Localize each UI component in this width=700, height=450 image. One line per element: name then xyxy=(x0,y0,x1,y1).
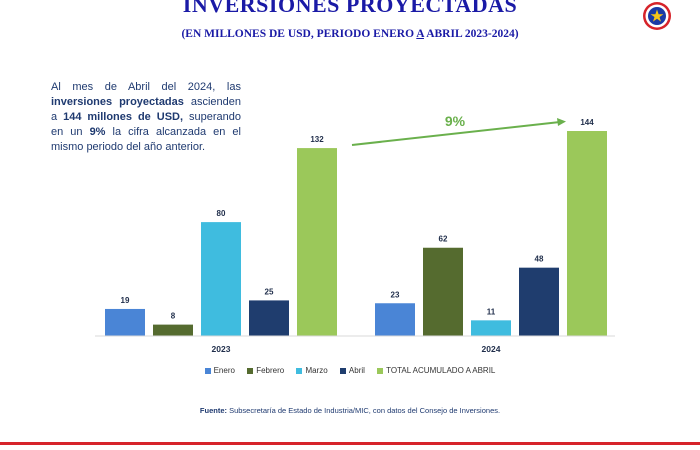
subtitle-text-underlined: A xyxy=(416,28,424,40)
bar-2023-febrero xyxy=(153,324,193,336)
bar-2024-marzo xyxy=(471,320,511,336)
legend-item-total: TOTAL ACUMULADO A ABRIL xyxy=(377,366,495,375)
legend-item-febrero: Febrero xyxy=(247,366,284,375)
footer-bar xyxy=(0,442,700,445)
bars-layer xyxy=(105,131,607,336)
legend-item-abril: Abril xyxy=(339,366,365,375)
source-text: Subsecretaría de Estado de Industria/MIC… xyxy=(227,406,501,415)
bar-2024-febrero xyxy=(423,247,463,336)
legend-swatch-total xyxy=(377,367,384,374)
x-tick-label-2024: 2024 xyxy=(482,344,501,354)
legend-swatch-marzo xyxy=(296,367,303,374)
bar-2023-enero xyxy=(105,308,145,336)
legend-swatch-abril xyxy=(339,367,346,374)
bar-2024-enero xyxy=(375,303,415,336)
bar-2023-abril xyxy=(249,300,289,336)
summary-text: Al mes de Abril del 2024, las inversione… xyxy=(51,81,241,153)
value-label-2024-febrero: 62 xyxy=(439,235,448,244)
x-tick-label-2023: 2023 xyxy=(212,344,231,354)
value-labels-layer: 19 8 80 25 132 23 62 11 48 144 xyxy=(121,118,595,321)
legend-swatch-enero xyxy=(204,367,211,374)
bar-2023-marzo xyxy=(201,222,241,336)
source-label: Fuente: xyxy=(199,406,227,415)
chart-legend: Enero Febrero Marzo Abril TOTAL ACUMULAD… xyxy=(0,366,700,375)
bar-2023-total xyxy=(297,148,337,336)
legend-item-enero: Enero xyxy=(204,366,235,375)
value-label-2024-total: 144 xyxy=(580,118,594,127)
national-seal-icon xyxy=(643,2,671,30)
legend-swatch-febrero xyxy=(247,367,254,374)
value-label-2023-febrero: 8 xyxy=(171,312,176,321)
value-label-2023-marzo: 80 xyxy=(217,209,226,218)
growth-arrow xyxy=(351,118,566,146)
value-label-2023-total: 132 xyxy=(310,135,324,144)
subtitle-text-start: (EN MILLONES DE USD, PERIODO ENERO xyxy=(181,28,417,40)
value-label-2023-abril: 25 xyxy=(265,287,274,296)
bar-2024-abril xyxy=(519,267,559,336)
page-title: INVERSIONES PROYECTADAS xyxy=(182,0,518,17)
subtitle-text-end: ABRIL 2023-2024) xyxy=(423,28,519,40)
legend-item-marzo: Marzo xyxy=(296,366,328,375)
x-tick-labels-layer: 2023 2024 xyxy=(212,344,501,354)
value-label-2023-enero: 19 xyxy=(121,296,130,305)
source-note: Fuente: Subsecretaría de Estado de Indus… xyxy=(0,406,700,415)
growth-label: 9% xyxy=(445,113,466,129)
page-subtitle: (EN MILLONES DE USD, PERIODO ENERO A ABR… xyxy=(0,27,700,41)
value-label-2024-abril: 48 xyxy=(535,255,544,264)
value-label-2024-marzo: 11 xyxy=(487,307,496,316)
bar-2024-total xyxy=(567,131,607,336)
value-label-2024-enero: 23 xyxy=(391,290,400,299)
